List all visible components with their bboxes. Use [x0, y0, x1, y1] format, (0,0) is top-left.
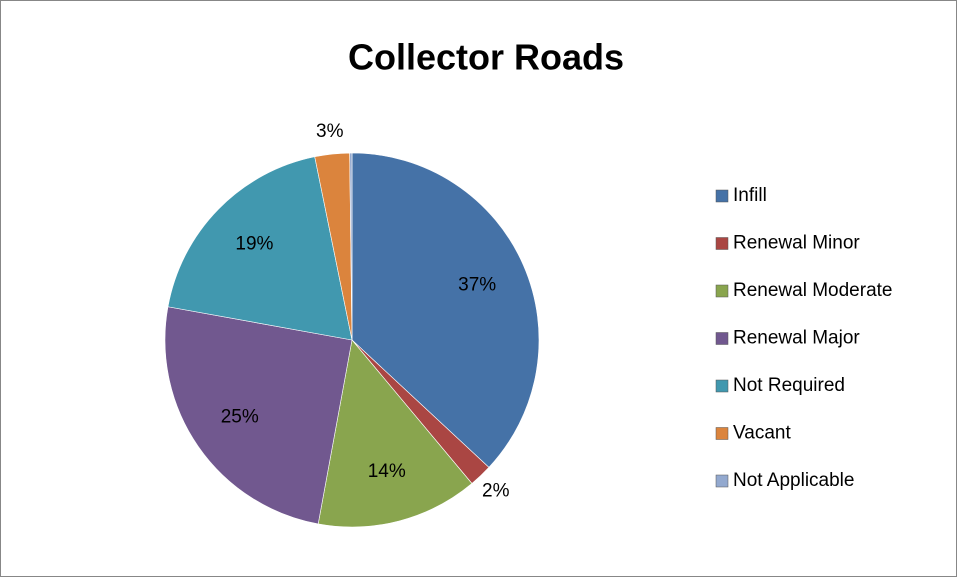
legend-label: Infill	[733, 185, 767, 206]
legend-label: Renewal Moderate	[733, 280, 892, 301]
pie-slice	[351, 152, 540, 468]
data-label: 19%	[235, 234, 273, 255]
legend-label: Renewal Minor	[733, 233, 860, 254]
legend-swatch	[715, 237, 729, 250]
legend-label: Not Applicable	[733, 470, 854, 491]
legend-label: Not Required	[733, 375, 845, 396]
pie-slice	[317, 339, 473, 528]
legend-swatch	[715, 189, 729, 203]
legend-swatch	[715, 284, 729, 298]
data-label: 2%	[482, 481, 510, 502]
chart-title: Collector Roads	[348, 37, 624, 78]
legend-label: Vacant	[733, 423, 791, 444]
data-label: 25%	[221, 407, 259, 428]
data-label: 37%	[458, 275, 496, 296]
data-label: 3%	[316, 121, 344, 142]
legend-swatch	[715, 474, 729, 488]
legend-swatch	[715, 332, 729, 345]
data-label: 14%	[368, 461, 406, 482]
legend-swatch	[715, 427, 729, 440]
legend-swatch	[715, 379, 729, 393]
pie-slice	[164, 306, 353, 525]
pie-slice	[167, 156, 353, 341]
legend-label: Renewal Major	[733, 328, 860, 349]
pie-slice	[349, 152, 353, 341]
